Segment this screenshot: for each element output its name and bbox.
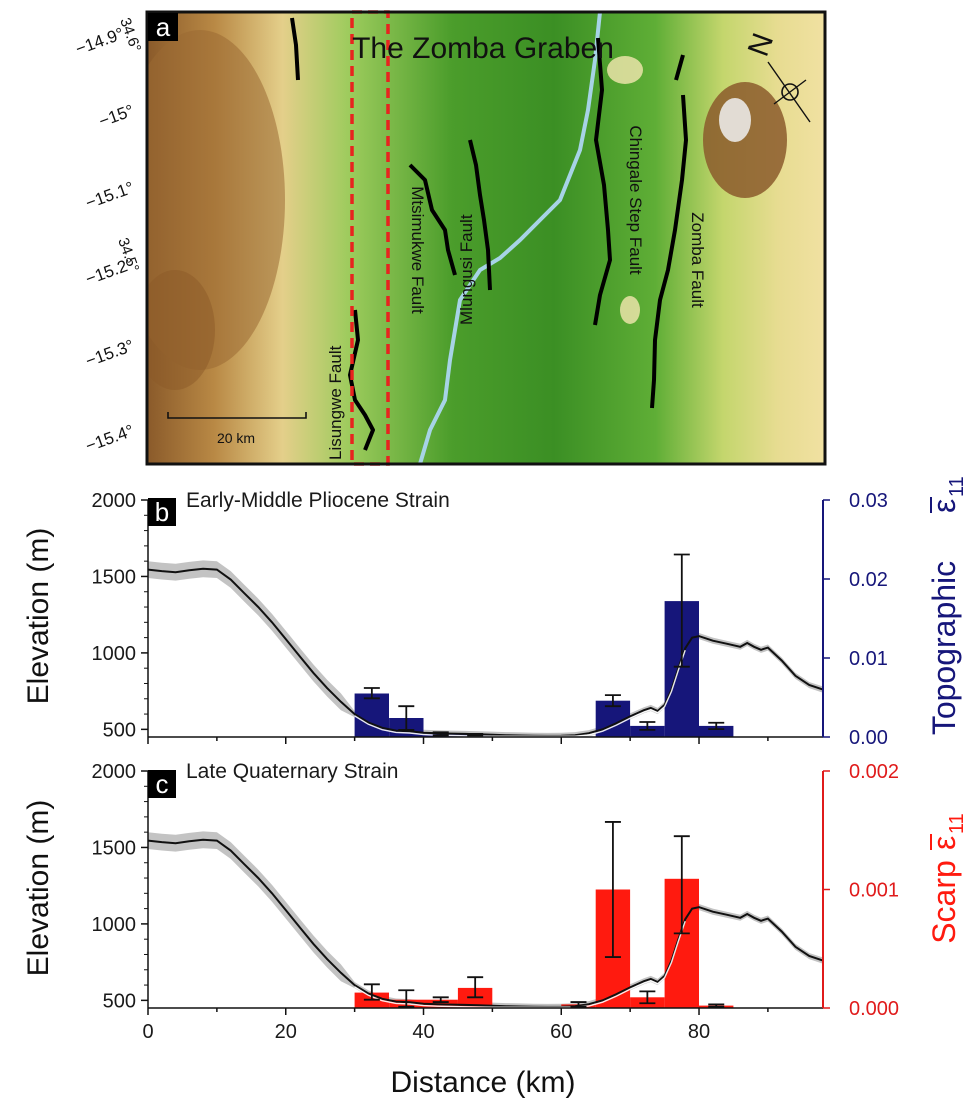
lat-label: −15.4° <box>83 421 136 456</box>
elevation-envelope <box>148 831 823 1008</box>
error-bars <box>363 553 725 737</box>
western-highland-south <box>147 270 215 390</box>
strain-bar <box>630 725 665 737</box>
elevation-uncertainty-band <box>148 831 823 1008</box>
y2-axis-label: Topographic ε 11 <box>926 476 968 735</box>
mtsimukwe-fault-trace <box>408 163 457 276</box>
fault-northwest <box>290 17 300 81</box>
bar-series <box>354 601 734 737</box>
scalebar: 20 km <box>167 412 307 446</box>
y-tick-label: 1500 <box>92 837 137 859</box>
mlungusi-fault-trace <box>468 139 492 291</box>
y2-axis-label: Scarp ε 11 <box>926 813 968 944</box>
y-axis-label: Elevation (m) <box>22 528 55 705</box>
y-tick-label: 500 <box>103 990 136 1012</box>
y-tick-label: 1000 <box>92 643 137 665</box>
y2-tick-label: 0.002 <box>849 761 899 783</box>
y2-axis-label-symbol: ε <box>926 499 962 513</box>
y2-tick-label: 0.03 <box>849 490 888 512</box>
label-chingale-step-fault: Chingale Step Fault <box>626 125 645 275</box>
map-frame <box>145 10 827 466</box>
panel-letter-box <box>148 498 176 526</box>
label-zomba-fault: Zomba Fault <box>688 212 707 308</box>
x-tick-label: 40 <box>412 1021 434 1043</box>
axes: 500 1000 1500 2000 0.000 0.001 0.002 0 20 40 60 80 <box>92 761 900 1043</box>
x-tick-label: 20 <box>275 1021 297 1043</box>
compass-icon <box>781 83 799 101</box>
y2-tick-label: 0.001 <box>849 880 899 902</box>
y-tick-label: 1000 <box>92 914 137 936</box>
panel-letter-b: b <box>155 497 169 527</box>
axes: 500 1000 1500 2000 0.00 0.01 0.02 0.03 <box>92 490 888 749</box>
elevation-profile <box>147 567 824 737</box>
x-tick-label: 0 <box>142 1021 153 1043</box>
x-axis-label: Distance (km) <box>390 1066 575 1099</box>
lat-label: −15° <box>96 101 136 131</box>
elevation-uncertainty-band <box>148 560 823 737</box>
bright-patch-2 <box>620 296 640 324</box>
river <box>418 12 602 464</box>
label-mlungusi-fault: Mlungusi Fault <box>457 214 476 325</box>
map-title: The Zomba Graben <box>352 32 614 65</box>
chart-title: Early-Middle Pliocene Strain <box>186 489 450 512</box>
y2-tick-label: 0.01 <box>849 648 888 670</box>
relief-features <box>147 12 787 464</box>
lat-label: −14.9° <box>73 24 126 59</box>
label-mtsimukwe-fault: Mtsimukwe Fault <box>408 186 427 314</box>
label-lisungwe-fault: Lisungwe Fault <box>326 345 345 460</box>
chart-panel-b: 500 1000 1500 2000 0.00 0.01 0.02 0.03 b Early-… <box>22 476 968 749</box>
lat-label: −15.1° <box>83 178 136 213</box>
basement-profile-line <box>354 920 686 1008</box>
lisungwe-fault-trace <box>348 309 375 451</box>
bright-patch <box>607 56 643 84</box>
zomba-fault-trace <box>650 54 688 409</box>
x-tick-label: 80 <box>688 1021 710 1043</box>
strain-bar <box>699 725 734 737</box>
y2-axis-label-subscript: 11 <box>946 476 968 497</box>
basement-profile-line <box>354 649 686 737</box>
y-tick-label: 2000 <box>92 761 137 783</box>
y2-axis-label-symbol: ε <box>926 836 962 850</box>
chingale-step-fault-trace <box>593 37 612 326</box>
y-tick-label: 1500 <box>92 566 137 588</box>
y2-axis-label-subscript: 11 <box>946 813 968 834</box>
panel-letter-box <box>148 770 176 798</box>
y-axis-label: Elevation (m) <box>22 800 55 977</box>
panel-letter-a: a <box>156 12 171 42</box>
y-tick-label: 2000 <box>92 490 137 512</box>
scalebar-label: 20 km <box>217 430 255 446</box>
zomba-plateau <box>703 82 787 198</box>
y-tick-label: 500 <box>103 719 136 741</box>
y2-tick-label: 0.02 <box>849 569 888 591</box>
chart-title: Late Quaternary Strain <box>186 760 398 783</box>
y2-tick-label: 0.000 <box>849 998 899 1020</box>
error-bars <box>363 821 725 1008</box>
y2-axis-label-text: Topographic <box>926 561 962 735</box>
x-tick-label: 60 <box>550 1021 572 1043</box>
panel-letter-c: c <box>156 769 169 799</box>
elevation-profile <box>147 838 824 1008</box>
map-panel: 20 km N The Zomba Graben Lisungwe Fault … <box>73 10 827 466</box>
elevation-envelope <box>148 560 823 737</box>
zomba-plateau-peak <box>719 98 751 142</box>
map-graticule-labels: −14.9° −15° −15.1° −15.2° −15.3° −15.4° … <box>73 16 144 456</box>
fault-lines <box>290 17 688 451</box>
y2-tick-label: 0.00 <box>849 727 888 749</box>
panel-letter-box <box>148 13 178 41</box>
y2-axis-label-text: Scarp <box>926 860 962 944</box>
lat-label: −15.3° <box>83 336 136 371</box>
